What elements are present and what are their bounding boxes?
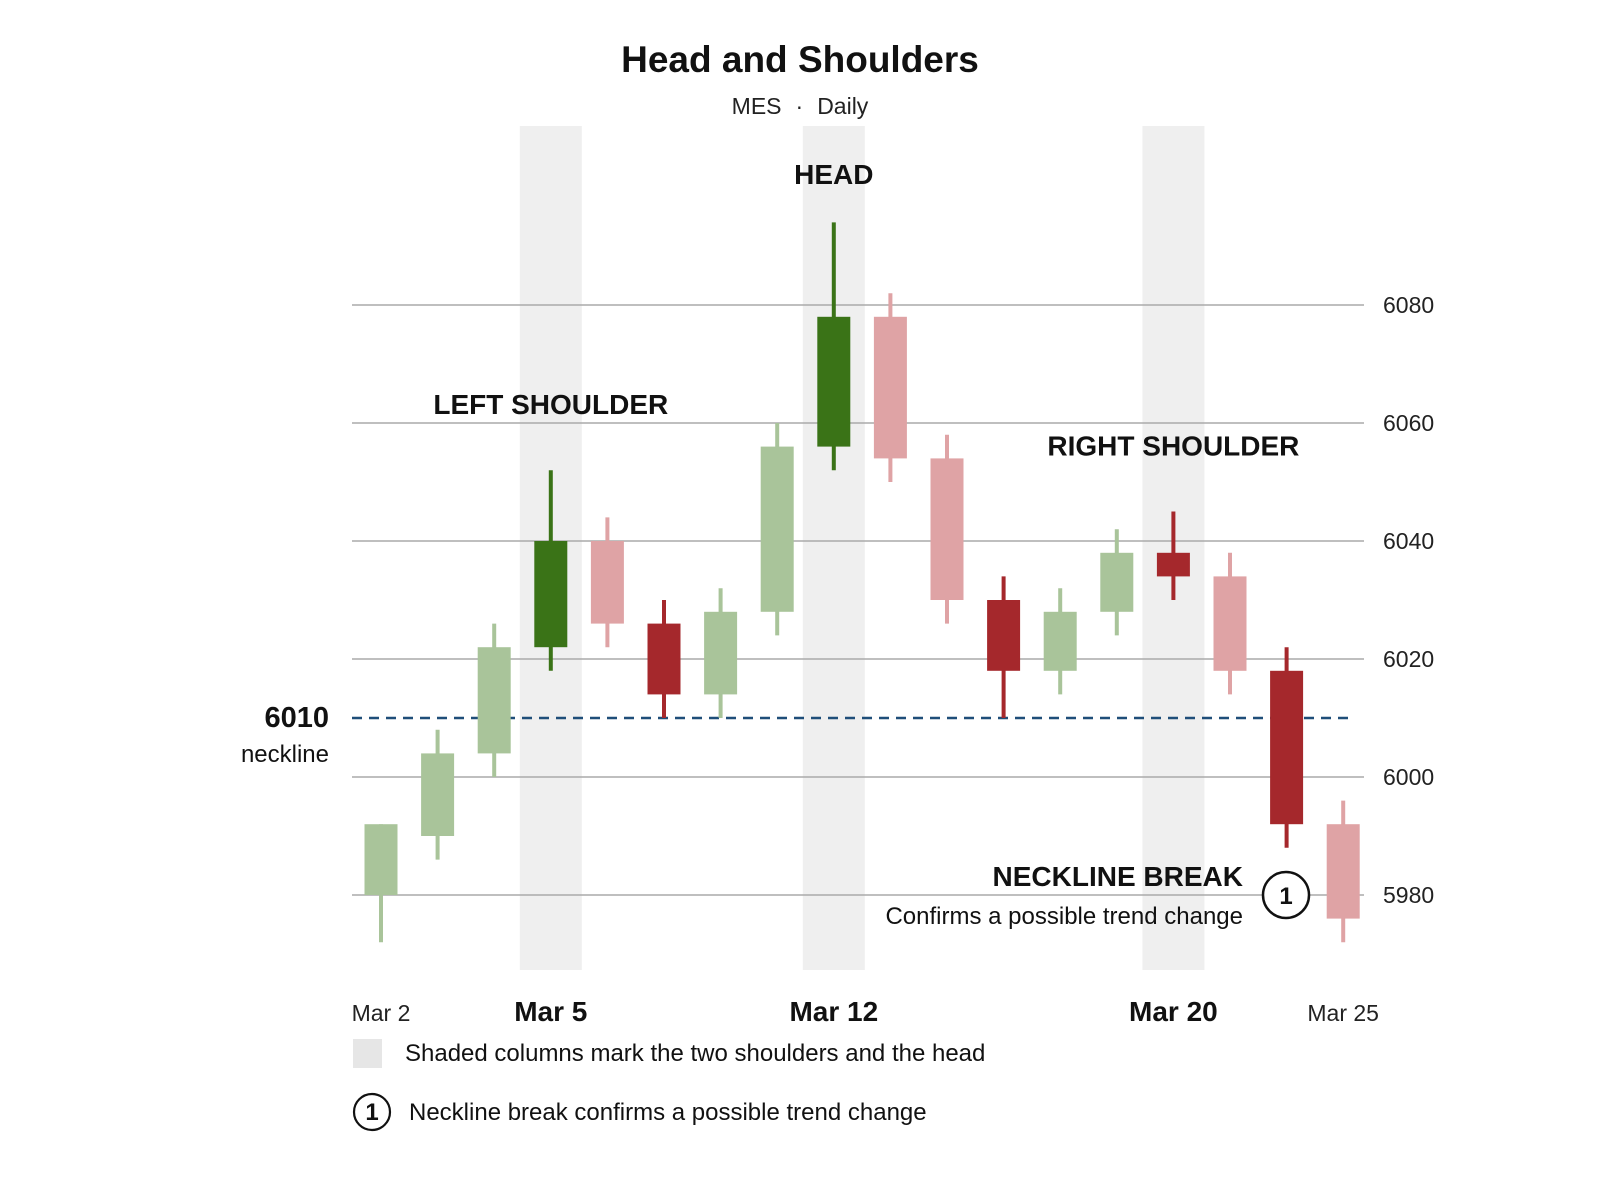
candle — [1156, 511, 1190, 600]
candle — [477, 623, 511, 777]
legend-shade-swatch — [353, 1039, 382, 1068]
candle — [760, 423, 794, 636]
candle — [1100, 529, 1134, 636]
candle-body — [930, 458, 964, 600]
candle-body — [1100, 552, 1134, 612]
candle-body — [364, 824, 398, 895]
y-tick-label: 6000 — [1383, 764, 1434, 790]
candle — [590, 517, 624, 648]
neckline-break-text: Confirms a possible trend change — [885, 903, 1243, 930]
candle — [1326, 800, 1360, 943]
y-tick-label: 6020 — [1383, 646, 1434, 672]
candle-body — [760, 446, 794, 612]
y-tick-label: 6040 — [1383, 528, 1434, 554]
candle-body — [1213, 576, 1247, 671]
x-tick-label: Mar 5 — [514, 996, 587, 1027]
candle — [534, 470, 568, 671]
candle — [817, 222, 851, 471]
legend-marker-text: Neckline break confirms a possible trend… — [409, 1099, 927, 1126]
candle-body — [817, 316, 851, 447]
pattern-label: RIGHT SHOULDER — [1047, 430, 1299, 461]
legend-marker-circle — [352, 1092, 392, 1132]
candle-body — [704, 611, 738, 695]
candle-body — [1043, 611, 1077, 671]
y-tick-label: 6080 — [1383, 292, 1434, 318]
candle — [1270, 647, 1304, 848]
annotations: LEFT SHOULDER HEAD RIGHT SHOULDER — [433, 159, 1299, 461]
candle-body — [987, 600, 1021, 671]
candle — [647, 600, 681, 718]
x-axis: Mar 2 Mar 5 Mar 12 Mar 20 Mar 25 — [352, 996, 1379, 1027]
candle-body — [421, 753, 455, 836]
gridlines: 5980 6000 6020 6040 6060 6080 — [352, 292, 1434, 908]
pattern-label: HEAD — [794, 159, 873, 190]
chart-title: Head and Shoulders — [621, 39, 979, 80]
neckline-break-title: NECKLINE BREAK — [993, 861, 1243, 892]
candle-body — [873, 316, 907, 459]
chart-subtitle: MES · Daily — [732, 93, 869, 119]
subtitle-separator: · — [796, 93, 804, 119]
candle-body — [534, 541, 568, 648]
candle-body — [647, 623, 681, 695]
pattern-label: LEFT SHOULDER — [433, 389, 668, 420]
candle-body — [1270, 670, 1304, 825]
candle — [930, 434, 964, 624]
x-tick-label: Mar 25 — [1307, 1000, 1379, 1026]
subtitle-symbol: MES — [732, 93, 782, 119]
candles — [364, 222, 1360, 943]
x-tick-label: Mar 2 — [352, 1000, 411, 1026]
candle — [364, 824, 398, 943]
candle — [987, 576, 1021, 718]
y-tick-label: 6060 — [1383, 410, 1434, 436]
x-tick-label: Mar 12 — [789, 996, 878, 1027]
subtitle-interval: Daily — [817, 93, 869, 119]
candle-body — [1326, 824, 1360, 919]
legend: Shaded columns mark the two shoulders an… — [352, 1039, 985, 1132]
candle — [1043, 588, 1077, 695]
neckline-break-marker: 1 — [1261, 870, 1311, 920]
candle — [421, 729, 455, 860]
candle — [704, 588, 738, 718]
neckline-value: 6010 — [264, 702, 329, 734]
marker-number: 1 — [1279, 883, 1292, 910]
candle-body — [1156, 552, 1190, 577]
legend-marker-number: 1 — [365, 1099, 378, 1126]
candle-body — [590, 541, 624, 624]
candle — [873, 293, 907, 482]
candle — [1213, 552, 1247, 695]
legend-shade-text: Shaded columns mark the two shoulders an… — [405, 1040, 985, 1067]
marker-circle — [1261, 870, 1311, 920]
neckline-label: neckline — [241, 741, 329, 768]
y-tick-label: 5980 — [1383, 882, 1434, 908]
candle-body — [477, 647, 511, 754]
x-tick-label: Mar 20 — [1129, 996, 1218, 1027]
